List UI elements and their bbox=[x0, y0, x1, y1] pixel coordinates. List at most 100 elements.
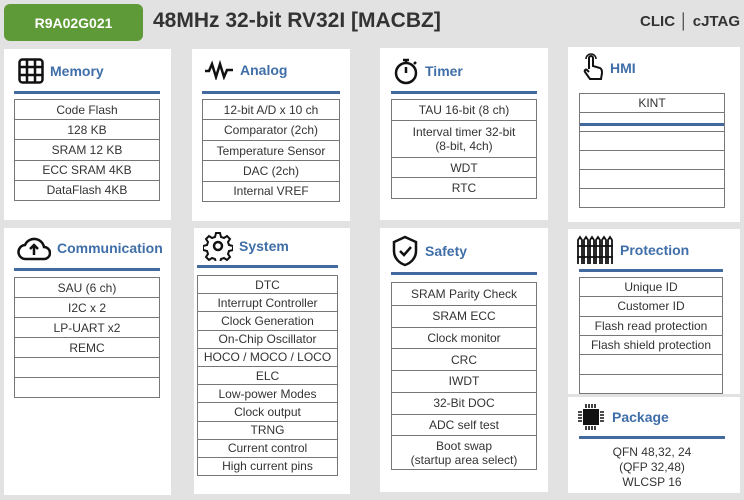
feature-tags: CLIC │ cJTAG bbox=[640, 13, 740, 30]
chip-icon bbox=[576, 402, 606, 432]
protection-divider bbox=[579, 269, 723, 272]
table-row: 32-Bit DOC bbox=[392, 391, 536, 414]
table-row: Interrupt Controller bbox=[198, 293, 337, 311]
timer-table: TAU 16-bit (8 ch) Interval timer 32-bit (… bbox=[391, 99, 537, 199]
table-row bbox=[580, 354, 722, 373]
communication-panel bbox=[4, 228, 171, 495]
table-row: RTC bbox=[392, 177, 536, 198]
fence-icon bbox=[576, 235, 614, 265]
shield-check-icon bbox=[391, 235, 419, 267]
package-header: Package bbox=[576, 402, 669, 432]
table-row: SRAM 12 KB bbox=[15, 139, 159, 159]
timer-header: Timer bbox=[393, 57, 463, 85]
touch-hand-icon bbox=[582, 53, 604, 83]
table-row: Current control bbox=[198, 438, 337, 457]
table-row bbox=[580, 188, 724, 207]
page-title: 48MHz 32-bit RV32I [MACBZ] bbox=[153, 9, 441, 32]
communication-header: Communication bbox=[17, 235, 163, 261]
table-row: Low-power Modes bbox=[198, 384, 337, 402]
package-title: Package bbox=[612, 409, 669, 425]
package-item: QFN 48,32, 24 bbox=[612, 445, 692, 459]
table-row: High current pins bbox=[198, 456, 337, 475]
communication-divider bbox=[14, 268, 160, 271]
gear-icon bbox=[203, 231, 233, 261]
memory-divider bbox=[14, 91, 160, 94]
memory-panel bbox=[4, 49, 171, 220]
safety-divider bbox=[391, 272, 537, 275]
memory-header: Memory bbox=[18, 58, 104, 84]
system-panel bbox=[194, 228, 350, 494]
memory-table: Code Flash 128 KB SRAM 12 KB ECC SRAM 4KB Da… bbox=[14, 99, 160, 201]
timer-title: Timer bbox=[425, 63, 463, 79]
safety-header: Safety bbox=[391, 235, 467, 267]
hmi-header: HMI bbox=[582, 53, 636, 83]
table-row: Clock Generation bbox=[198, 311, 337, 329]
table-row: ADC self test bbox=[392, 413, 536, 436]
timer-panel bbox=[380, 48, 548, 220]
table-row bbox=[580, 150, 724, 169]
table-row: DTC bbox=[255, 277, 280, 292]
table-row: DAC (2ch) bbox=[203, 160, 339, 180]
hmi-divider bbox=[579, 123, 725, 126]
table-row: 12-bit A/D x 10 ch bbox=[223, 102, 319, 117]
table-row: ELC bbox=[198, 365, 337, 384]
table-row: LP-UART x2 bbox=[15, 317, 159, 337]
communication-table: SAU (6 ch) I2C x 2 LP-UART x2 REMC bbox=[14, 277, 160, 398]
table-row: Unique ID bbox=[624, 280, 678, 295]
table-row bbox=[580, 373, 722, 393]
table-row: SAU (6 ch) bbox=[57, 280, 117, 295]
protection-title: Protection bbox=[620, 242, 690, 258]
package-divider bbox=[579, 436, 725, 439]
table-row: Clock monitor bbox=[392, 326, 536, 349]
analog-header: Analog bbox=[204, 60, 287, 80]
table-row: 128 KB bbox=[15, 119, 159, 139]
stopwatch-icon bbox=[393, 57, 419, 85]
table-row bbox=[580, 131, 724, 150]
table-row: On-Chip Oscillator bbox=[198, 329, 337, 348]
memory-title: Memory bbox=[50, 63, 104, 79]
table-row: TRNG bbox=[198, 420, 337, 439]
package-list: QFN 48,32, 24 (QFP 32,48) WLCSP 16 bbox=[579, 445, 725, 490]
table-row: DataFlash 4KB bbox=[15, 179, 159, 200]
grid-icon bbox=[18, 58, 44, 84]
protection-table: Unique ID Customer ID Flash read protectio… bbox=[579, 277, 723, 394]
table-row: SRAM ECC bbox=[392, 304, 536, 327]
table-row: WDT bbox=[392, 157, 536, 177]
table-row: HOCO / MOCO / LOCO bbox=[198, 347, 337, 366]
table-row: I2C x 2 bbox=[15, 297, 159, 317]
hmi-title: HMI bbox=[610, 60, 636, 76]
package-item: WLCSP 16 bbox=[622, 475, 682, 489]
table-row: Interval timer 32-bit (8-bit, 4ch) bbox=[392, 119, 536, 158]
table-row bbox=[15, 377, 159, 397]
table-row: Temperature Sensor bbox=[203, 139, 339, 160]
table-row: ECC SRAM 4KB bbox=[15, 159, 159, 180]
communication-title: Communication bbox=[57, 240, 163, 256]
timer-divider bbox=[391, 91, 537, 94]
table-row: SRAM Parity Check bbox=[410, 286, 518, 301]
analog-table: 12-bit A/D x 10 ch Comparator (2ch) Temper… bbox=[202, 99, 340, 202]
table-row: IWDT bbox=[392, 370, 536, 392]
protection-header: Protection bbox=[576, 235, 689, 265]
part-number-badge: R9A02G021 bbox=[4, 4, 143, 41]
table-row: Clock output bbox=[198, 402, 337, 420]
analog-panel bbox=[192, 49, 350, 221]
system-table: DTC Interrupt Controller Clock Generation O… bbox=[197, 275, 338, 476]
hmi-table: KINT bbox=[579, 93, 725, 208]
table-row: REMC bbox=[15, 337, 159, 357]
table-row: Internal VREF bbox=[203, 180, 339, 201]
safety-table: SRAM Parity Check SRAM ECC Clock monitor CR… bbox=[391, 282, 537, 470]
system-divider bbox=[197, 265, 338, 268]
table-row: Code Flash bbox=[56, 102, 118, 117]
waveform-icon bbox=[204, 60, 234, 80]
table-row: TAU 16-bit (8 ch) bbox=[418, 102, 510, 117]
table-row: Boot swap (startup area select) bbox=[392, 435, 536, 469]
table-row bbox=[580, 112, 724, 131]
table-row: Customer ID bbox=[580, 296, 722, 315]
analog-divider bbox=[202, 91, 340, 94]
table-row: CRC bbox=[392, 348, 536, 370]
table-row: KINT bbox=[638, 96, 666, 110]
hmi-panel bbox=[568, 47, 740, 222]
table-row bbox=[580, 169, 724, 188]
package-item: (QFP 32,48) bbox=[619, 460, 685, 474]
system-header: System bbox=[203, 231, 289, 261]
